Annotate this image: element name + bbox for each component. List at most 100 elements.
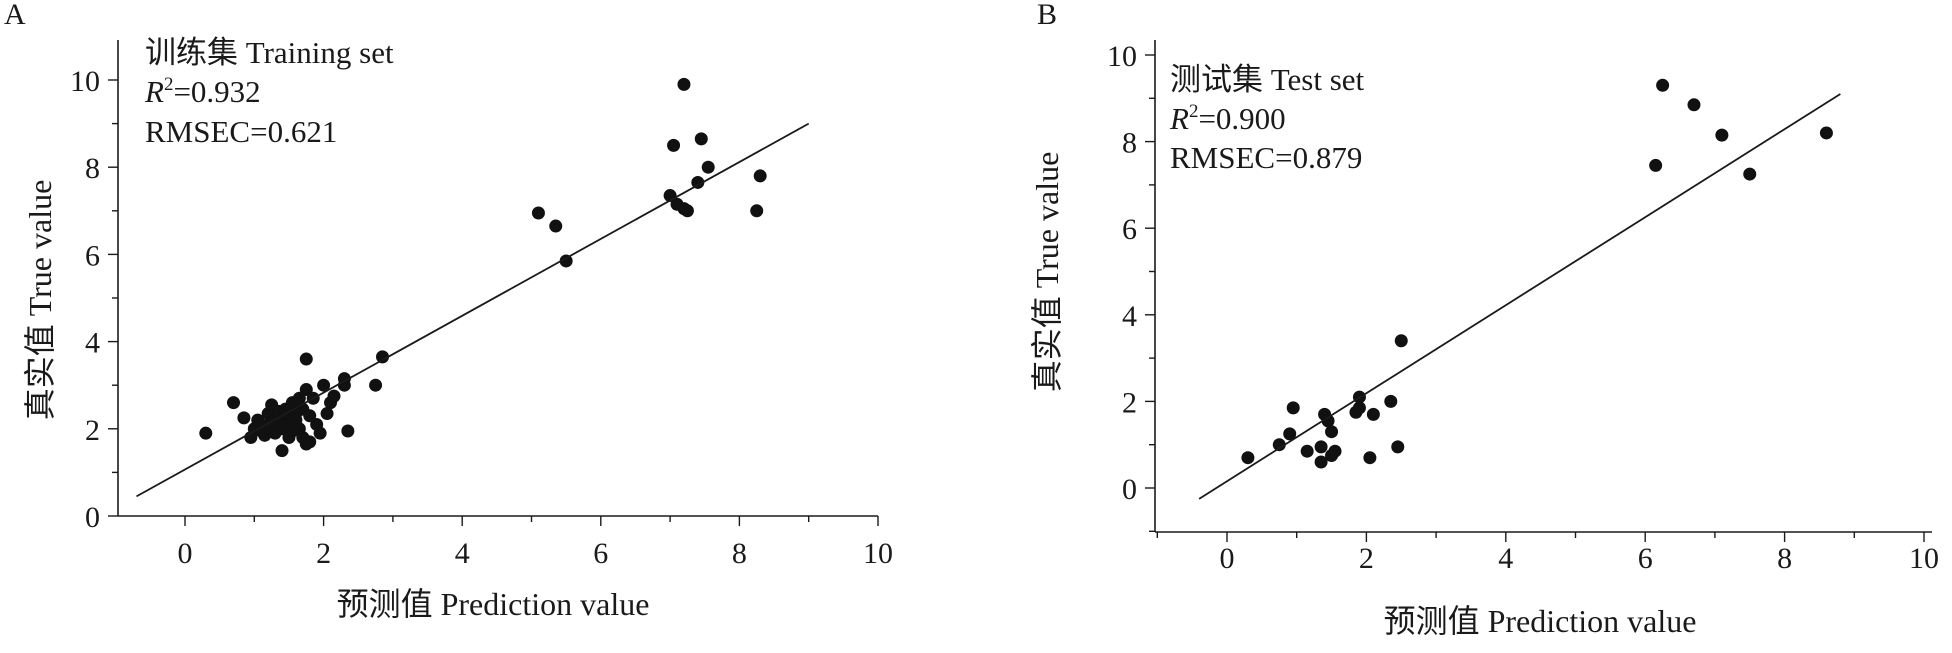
data-point [549, 219, 563, 233]
data-point [701, 160, 715, 174]
rmse-annotation: RMSEC=0.879 [1170, 140, 1362, 175]
data-point [677, 77, 691, 91]
x-tick-label: 2 [1359, 542, 1374, 575]
data-point [753, 169, 767, 183]
r2-superscript: 2 [1189, 101, 1199, 122]
r2-annotation: R2=0.932 [144, 74, 261, 109]
data-point [320, 407, 334, 421]
panel-label: A [4, 0, 26, 31]
y-tick-label: 2 [1122, 386, 1137, 419]
data-point [292, 391, 306, 405]
data-point [1391, 440, 1405, 454]
x-axis-title: 预测值 Prediction value [1384, 603, 1697, 639]
chart-title: 训练集 Training set [145, 35, 394, 70]
data-points [199, 77, 767, 458]
data-point [1384, 394, 1398, 408]
x-tick-label: 0 [1220, 542, 1235, 575]
data-point [1352, 401, 1366, 415]
data-point [303, 435, 317, 449]
r2-symbol: R [1169, 101, 1189, 136]
axes: 0 2 4 6 8 10 0 2 4 6 8 10 [70, 40, 893, 570]
data-point [694, 132, 708, 146]
fit-line [136, 122, 810, 498]
data-point [1286, 401, 1300, 415]
data-point [199, 426, 213, 440]
y-tick-label: 8 [85, 152, 100, 185]
x-tick-label: 0 [178, 537, 193, 570]
data-point [1366, 407, 1380, 421]
data-point [317, 378, 331, 392]
data-point [680, 204, 694, 218]
data-point [1314, 455, 1328, 469]
y-axis-title: 真实值 True value [22, 180, 58, 421]
y-tick-label: 10 [1107, 40, 1137, 73]
regression-line [136, 122, 810, 498]
data-point [227, 396, 241, 410]
data-point [1241, 451, 1255, 465]
regression-line [1198, 93, 1841, 500]
y-tick-label: 4 [85, 327, 100, 360]
y-tick-label: 10 [70, 65, 100, 98]
y-axis-title: 真实值 True value [1029, 152, 1065, 393]
data-point [667, 138, 681, 152]
data-point [299, 352, 313, 366]
data-point [1272, 438, 1286, 452]
x-tick-label: 8 [1777, 542, 1792, 575]
data-points [1241, 78, 1833, 469]
x-tick-label: 10 [1909, 542, 1939, 575]
data-point [1328, 444, 1342, 458]
data-point [1283, 427, 1297, 441]
fit-line [1198, 93, 1841, 500]
data-point [1649, 158, 1663, 172]
data-point [285, 424, 299, 438]
x-tick-label: 8 [732, 537, 747, 570]
axes: 0 2 4 6 8 10 0 2 4 6 8 10 [1107, 40, 1939, 575]
data-point [1743, 167, 1757, 181]
x-tick-label: 4 [455, 537, 470, 570]
r2-value: =0.900 [1198, 101, 1285, 136]
data-point [303, 409, 317, 423]
y-tick-label: 2 [85, 414, 100, 447]
chart-title: 测试集 Test set [1170, 62, 1365, 97]
data-point [1687, 98, 1701, 112]
y-tick-label: 6 [1122, 213, 1137, 246]
x-tick-label: 10 [863, 537, 893, 570]
x-tick-label: 6 [1638, 542, 1653, 575]
y-tick-label: 4 [1122, 300, 1137, 333]
panel-label: B [1037, 0, 1057, 31]
r2-superscript: 2 [164, 74, 174, 95]
y-tick-label: 8 [1122, 127, 1137, 160]
x-tick-label: 4 [1498, 542, 1513, 575]
y-tick-label: 0 [85, 501, 100, 534]
data-point [1314, 440, 1328, 454]
y-tick-label: 0 [1122, 473, 1137, 506]
data-point [313, 426, 327, 440]
y-tick-label: 6 [85, 239, 100, 272]
x-axis-title: 预测值 Prediction value [337, 586, 650, 622]
data-point [1394, 334, 1408, 348]
data-point [691, 175, 705, 189]
x-tick-label: 2 [316, 537, 331, 570]
rmse-annotation: RMSEC=0.621 [145, 114, 337, 149]
data-point [1325, 425, 1339, 439]
data-point [1321, 414, 1335, 428]
data-point [275, 444, 289, 458]
x-tick-label: 6 [593, 537, 608, 570]
data-point [531, 206, 545, 220]
r2-symbol: R [144, 74, 164, 109]
data-point [369, 378, 383, 392]
data-point [1819, 126, 1833, 140]
data-point [1715, 128, 1729, 142]
r2-value: =0.932 [173, 74, 260, 109]
data-point [1656, 78, 1670, 92]
data-point [237, 411, 251, 425]
data-point [341, 424, 355, 438]
data-point [299, 383, 313, 397]
data-point [1300, 444, 1314, 458]
data-point [376, 350, 390, 364]
data-point [1363, 451, 1377, 465]
r2-annotation: R2=0.900 [1169, 101, 1286, 136]
